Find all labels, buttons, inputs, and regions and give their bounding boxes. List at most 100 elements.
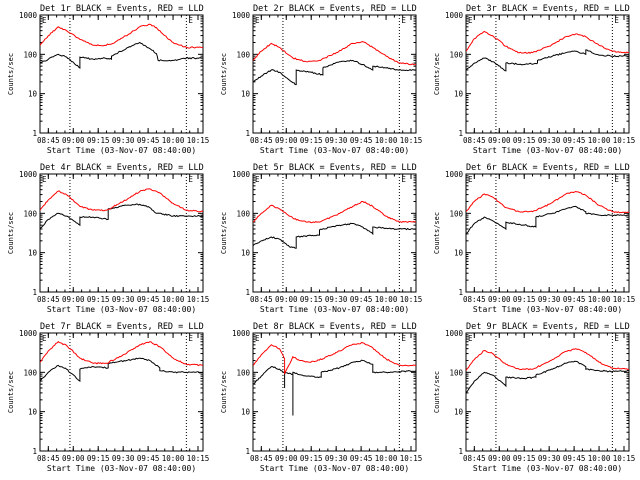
flag-label: E [468,175,473,184]
x-tick-label: 08:45 [37,454,60,463]
lld-series-line [466,190,629,214]
events-series-line [40,357,203,382]
x-tick-label: 10:15 [613,295,636,304]
x-tick-label: 09:30 [112,454,135,463]
x-tick-label: 10:00 [375,295,398,304]
detector-panel-9: Det 9r BLACK = Events, RED = LLD E E 1 10 100… [433,322,635,473]
panel-title: Det 5r BLACK = Events, RED = LLD [253,163,417,173]
y-axis-label: Counts/sec [220,53,228,95]
x-tick-label: 09:00 [62,295,85,304]
y-tick-label: 10 [454,408,464,417]
flag-label: E [401,16,406,25]
plot-frame [39,332,204,452]
x-tick-label: 10:15 [613,454,636,463]
x-tick-label: 10:00 [375,454,398,463]
y-tick-label: 1000 [445,170,464,179]
y-tick-label: 10 [241,249,251,258]
flag-label: E [255,16,260,25]
events-series-line [253,222,416,249]
x-tick-label: 09:15 [513,454,536,463]
y-axis-label: Counts/sec [7,212,15,254]
x-tick-label: 08:45 [37,136,60,145]
flag-label: E [401,334,406,343]
lld-series-line [253,201,416,224]
panel-title: Det 3r BLACK = Events, RED = LLD [466,4,630,14]
detector-panel-5: Det 5r BLACK = Events, RED = LLD E E 1 10 100… [220,163,422,314]
y-axis-label: Counts/sec [433,53,441,95]
y-tick-label: 1000 [445,329,464,338]
x-tick-label: 09:45 [137,136,160,145]
events-series-line [40,203,203,230]
y-tick-label: 1000 [19,11,38,20]
y-tick-label: 10 [454,90,464,99]
detector-panel-6: Det 6r BLACK = Events, RED = LLD E E 1 10 100… [433,163,635,314]
y-tick-label: 1000 [232,170,251,179]
y-tick-label: 100 [23,209,37,218]
x-axis-label: Start Time (03-Nov-07 08:40:00) [47,305,196,314]
y-tick-label: 100 [449,368,463,377]
x-axis-label: Start Time (03-Nov-07 08:40:00) [473,464,622,473]
panel-title: Det 8r BLACK = Events, RED = LLD [253,322,417,332]
y-axis-label: Counts/sec [7,53,15,95]
y-tick-label: 1000 [19,329,38,338]
plot-frame [252,14,417,134]
detector-panel-8: Det 8r BLACK = Events, RED = LLD E E 1 10 100… [220,322,422,473]
y-axis-label: Counts/sec [220,371,228,413]
y-tick-label: 1000 [19,170,38,179]
y-tick-label: 1 [245,288,250,297]
flag-label: E [614,175,619,184]
panel-title: Det 7r BLACK = Events, RED = LLD [40,322,204,332]
lld-series-line [40,188,203,213]
x-tick-label: 09:15 [87,136,110,145]
x-tick-label: 09:15 [87,295,110,304]
y-tick-label: 1 [32,288,37,297]
x-tick-label: 08:45 [250,136,273,145]
x-tick-label: 09:00 [488,136,511,145]
y-tick-label: 10 [241,408,251,417]
events-series-line [466,360,629,394]
x-tick-label: 09:00 [275,295,298,304]
detector-panel-3: Det 3r BLACK = Events, RED = LLD E E 1 10 100… [433,4,635,155]
y-tick-label: 1 [458,129,463,138]
y-axis-label: Counts/sec [433,371,441,413]
y-tick-label: 10 [28,90,38,99]
flag-label: E [42,16,47,25]
x-tick-label: 08:45 [250,295,273,304]
events-series-line [466,205,629,235]
y-tick-label: 1 [245,447,250,456]
x-tick-label: 09:30 [112,295,135,304]
y-axis-label: Counts/sec [220,212,228,254]
lld-series-line [40,23,203,49]
y-tick-label: 100 [449,209,463,218]
y-tick-label: 100 [236,50,250,59]
panel-title: Det 2r BLACK = Events, RED = LLD [253,4,417,14]
y-tick-label: 1 [245,129,250,138]
x-tick-label: 08:45 [463,454,486,463]
plot-frame [39,173,204,293]
plot-frame [465,173,630,293]
x-axis-label: Start Time (03-Nov-07 08:40:00) [47,146,196,155]
y-tick-label: 1000 [232,11,251,20]
x-tick-label: 09:15 [513,136,536,145]
lld-series-line [466,348,629,371]
x-tick-label: 09:45 [563,454,586,463]
y-tick-label: 1 [32,129,37,138]
x-tick-label: 10:00 [588,295,611,304]
x-tick-label: 09:15 [87,454,110,463]
flag-label: E [188,175,193,184]
plot-frame [252,332,417,452]
lld-series-line [253,41,416,66]
flag-label: E [614,16,619,25]
x-tick-label: 09:15 [300,136,323,145]
y-tick-label: 100 [23,50,37,59]
panel-title: Det 6r BLACK = Events, RED = LLD [466,163,630,173]
y-tick-label: 100 [449,50,463,59]
y-tick-label: 10 [28,249,38,258]
x-tick-label: 08:45 [37,295,60,304]
x-axis-label: Start Time (03-Nov-07 08:40:00) [260,305,409,314]
x-tick-label: 10:00 [162,295,185,304]
panel-title: Det 1r BLACK = Events, RED = LLD [40,4,204,14]
lld-series-line [253,341,416,375]
x-axis-label: Start Time (03-Nov-07 08:40:00) [260,146,409,155]
